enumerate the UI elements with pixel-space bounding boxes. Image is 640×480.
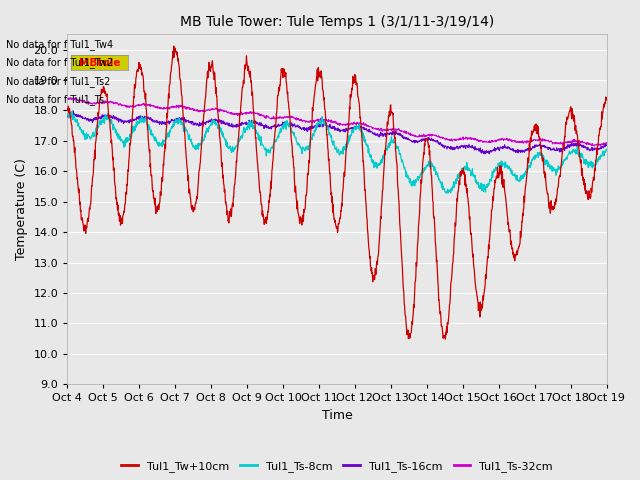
Y-axis label: Temperature (C): Temperature (C) xyxy=(15,158,28,260)
Text: No data for f Tul1_Ts: No data for f Tul1_Ts xyxy=(6,94,104,105)
X-axis label: Time: Time xyxy=(321,409,353,422)
Text: No data for f Tul1_Tw4: No data for f Tul1_Tw4 xyxy=(6,39,113,50)
Text: No data for f Tul1_Tw2: No data for f Tul1_Tw2 xyxy=(6,58,114,68)
Legend: Tul1_Tw+10cm, Tul1_Ts-8cm, Tul1_Ts-16cm, Tul1_Ts-32cm: Tul1_Tw+10cm, Tul1_Ts-8cm, Tul1_Ts-16cm,… xyxy=(116,457,557,477)
Title: MB Tule Tower: Tule Temps 1 (3/1/11-3/19/14): MB Tule Tower: Tule Temps 1 (3/1/11-3/19… xyxy=(180,15,494,29)
Text: MBtule: MBtule xyxy=(79,58,120,68)
Text: No data for f Tul1_Ts2: No data for f Tul1_Ts2 xyxy=(6,76,111,86)
